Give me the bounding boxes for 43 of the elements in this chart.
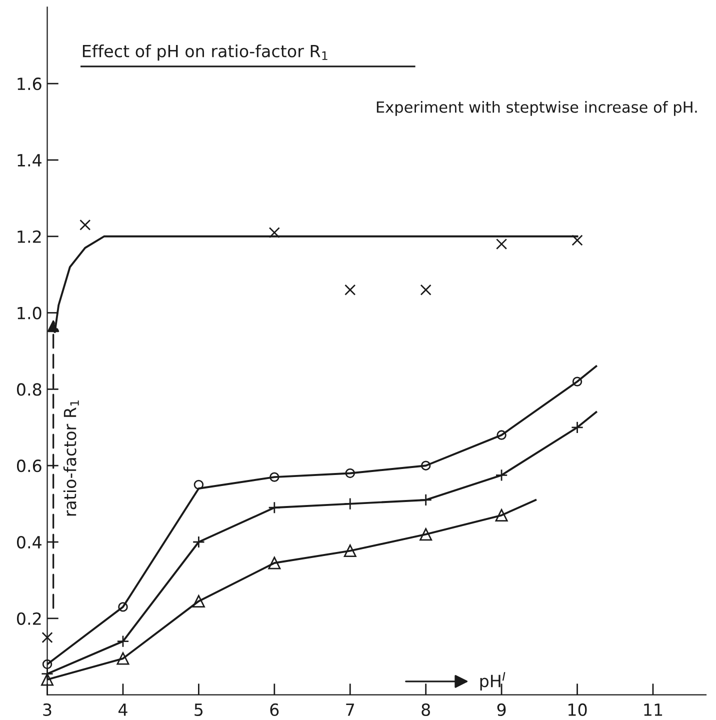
point <box>344 544 356 558</box>
point <box>80 219 91 230</box>
point <box>42 659 52 670</box>
y-tick-label: 0.4 <box>16 536 42 549</box>
point <box>41 673 54 686</box>
x-tick-label: 8 <box>422 703 430 716</box>
point <box>270 472 280 482</box>
x-tick-label: 11 <box>644 704 662 716</box>
y-tick-label: 0.2 <box>16 612 41 625</box>
point <box>420 528 432 541</box>
x-tick-label: 5 <box>194 704 203 716</box>
y-tick-label: 1.6 <box>18 78 42 90</box>
point <box>192 594 205 608</box>
point <box>495 509 508 522</box>
point <box>572 376 582 386</box>
y-tick-label: 1.0 <box>18 306 42 320</box>
text: Experiment with steptwise increase of pH. <box>376 101 697 116</box>
y-tick-label: 0.6 <box>16 460 42 472</box>
x-tick-label: 9 <box>497 703 506 716</box>
point <box>496 238 508 250</box>
text: Effect of pH on ratio-factor R$_{1}$ <box>82 44 328 61</box>
point <box>496 430 506 440</box>
x-tick-label: 10 <box>568 703 587 716</box>
point <box>116 652 130 665</box>
point <box>268 556 281 570</box>
point <box>268 227 280 238</box>
y-axis-title: ratio-factor R$_{1}$ <box>63 400 79 516</box>
point <box>194 480 204 490</box>
y-tick-label: 1.2 <box>18 230 41 243</box>
point <box>420 460 431 470</box>
y-tick-label: 1.4 <box>18 154 42 166</box>
point <box>572 234 583 246</box>
x-tick-label: 6 <box>270 703 279 716</box>
point <box>42 632 53 644</box>
y-tick-label: 0.8 <box>16 383 42 396</box>
point <box>420 284 432 296</box>
x-tick-label: 3 <box>43 703 52 716</box>
x-tick-label: 7 <box>346 704 354 716</box>
point <box>118 602 128 612</box>
point <box>344 284 356 296</box>
x-tick-label: 4 <box>118 704 128 716</box>
x-axis-title: pH$^{I}$ <box>480 672 506 691</box>
point <box>345 468 355 478</box>
